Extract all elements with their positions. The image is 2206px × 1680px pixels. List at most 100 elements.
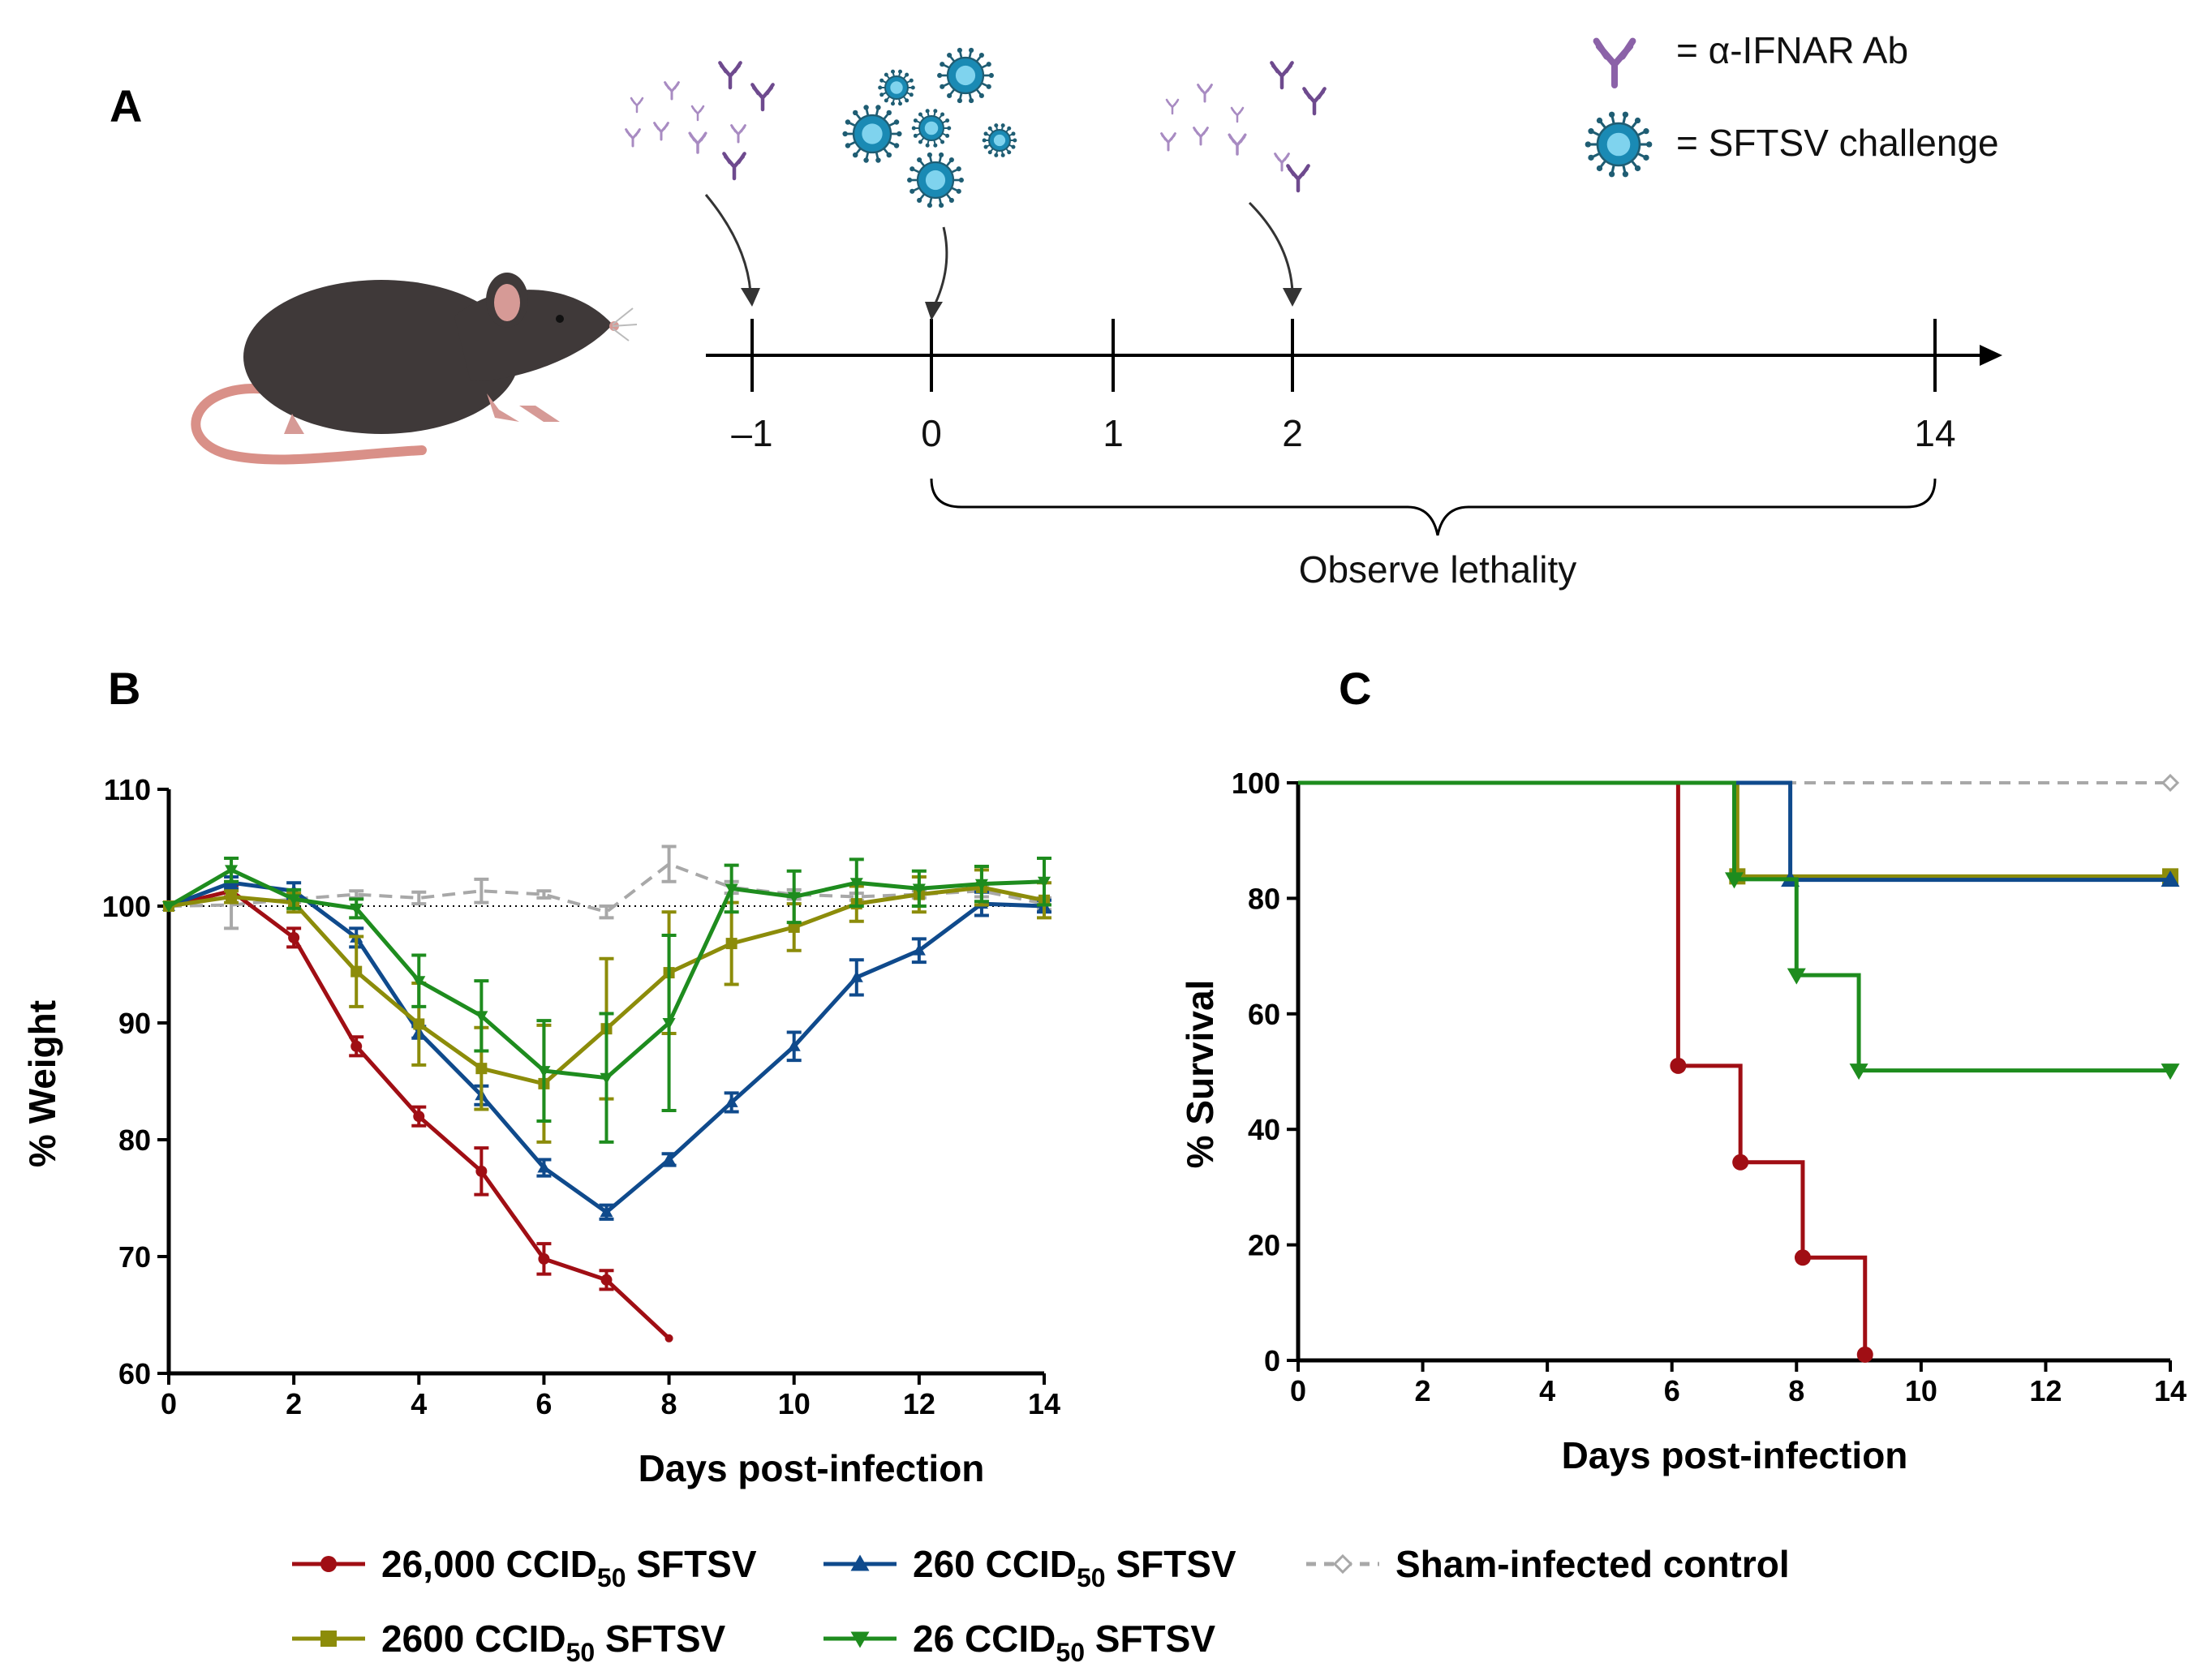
timeline-day-label: 2: [1282, 412, 1303, 454]
antibody-key-label: = α-IFNAR Ab: [1676, 29, 1908, 71]
weight-point: [475, 1165, 488, 1177]
arrowhead-icon: [741, 288, 760, 307]
weight-point: [725, 938, 737, 950]
survival-point: [1856, 1346, 1873, 1363]
antibody-icon: [1286, 164, 1310, 193]
survival-point: [1725, 872, 1744, 889]
virus-key-glyph: [1585, 111, 1653, 178]
weight-point: [537, 1066, 551, 1078]
legend-label: Sham-infected control: [1395, 1543, 1790, 1585]
weight-point: [787, 1039, 801, 1051]
weight-point: [788, 921, 800, 933]
antibody-icon: [750, 83, 775, 112]
antibody-icon: [722, 152, 746, 181]
legend-item-c26000: 26,000 CCID50 SFTSV: [292, 1543, 757, 1592]
antibody-arrow-day-2: [1248, 201, 1294, 293]
weight-point: [912, 943, 926, 956]
weight-point: [475, 1011, 488, 1023]
weight-x-tick-label: 6: [535, 1387, 552, 1420]
weight-point: [662, 1018, 676, 1030]
weight-x-tick-label: 10: [778, 1387, 811, 1420]
weight-x-tick-label: 12: [903, 1387, 935, 1420]
weight-x-tick-label: 2: [286, 1387, 302, 1420]
survival-x-tick-label: 12: [2029, 1374, 2062, 1407]
survival-y-tick-label: 80: [1248, 882, 1280, 915]
legend-item-c260: 260 CCID50 SFTSV: [823, 1543, 1236, 1592]
survival-x-tick-label: 6: [1664, 1374, 1680, 1407]
survival-y-tick-label: 100: [1232, 767, 1280, 800]
survival-point: [2161, 870, 2180, 887]
legend-label: 260 CCID50 SFTSV: [913, 1543, 1236, 1592]
virus-icon: [878, 69, 915, 106]
weight-point: [350, 903, 363, 915]
weight-point: [849, 878, 863, 890]
weight-point: [537, 1161, 551, 1173]
timeline-day-label: 0: [921, 412, 942, 454]
weight-point: [664, 1334, 673, 1343]
weight-series-c26: [161, 856, 1051, 1144]
timeline-day-label: –1: [731, 412, 772, 454]
arrowhead-icon: [1283, 288, 1302, 307]
antibody-key-icon: [1593, 37, 1636, 89]
weight-x-axis-title: Days post-infection: [639, 1447, 985, 1489]
weight-point: [725, 1095, 738, 1107]
antibody-icon: [1274, 153, 1290, 172]
survival-line-c26000: [1298, 780, 1868, 1355]
mouse-illustration: [191, 273, 638, 465]
antibody-icon: [625, 128, 641, 148]
weight-point: [288, 931, 300, 943]
weight-x-tick-label: 14: [1028, 1387, 1060, 1420]
survival-point: [1670, 1057, 1687, 1074]
weight-x-tick-label: 8: [661, 1387, 677, 1420]
antibody-icon: [664, 81, 680, 101]
virus-icon: [937, 47, 994, 104]
legend-item-c26: 26 CCID50 SFTSV: [823, 1618, 1215, 1667]
legend-item-sham: Sham-infected control: [1306, 1543, 1790, 1585]
legend-marker-triangle-up: [850, 1554, 870, 1571]
antibody-icon: [1230, 106, 1245, 123]
survival-line-c26: [1298, 780, 2170, 1073]
survival-point: [1794, 1249, 1811, 1266]
weight-point: [226, 891, 238, 903]
survival-series-c2600: [1298, 780, 2178, 885]
weight-point: [350, 965, 363, 977]
survival-point: [2161, 1063, 2180, 1081]
survival-point: [2161, 773, 2180, 793]
weight-point: [161, 901, 176, 913]
panel-a-letter: A: [110, 80, 142, 131]
weight-point: [225, 865, 239, 877]
weight-error-bar: [536, 889, 552, 900]
weight-error-bar: [661, 844, 677, 883]
virus-icon: [911, 109, 952, 148]
weight-point: [600, 1072, 613, 1085]
observe-lethality-label: Observe lethality: [1299, 548, 1577, 591]
survival-y-tick-label: 20: [1248, 1229, 1280, 1262]
antibody-icon: [730, 124, 746, 144]
legend-label: 2600 CCID50 SFTSV: [381, 1618, 725, 1667]
antibody-icon: [1302, 87, 1327, 116]
antibody-icon: [653, 122, 669, 141]
antibody-icon: [1228, 133, 1247, 156]
weight-y-tick-label: 90: [118, 1007, 151, 1040]
timeline-day-label: 14: [1914, 412, 1955, 454]
antibody-icon: [688, 131, 707, 154]
weight-error-bar: [411, 890, 427, 906]
legend-marker-square: [320, 1631, 337, 1647]
legend-marker-triangle-down: [850, 1631, 870, 1648]
antibody-icon: [1193, 127, 1209, 146]
survival-y-axis-title: % Survival: [1179, 980, 1221, 1169]
antibody-icon: [718, 61, 742, 90]
virus-cluster-day-0: [842, 47, 1017, 208]
survival-x-tick-label: 2: [1415, 1374, 1431, 1407]
weight-point: [413, 1111, 425, 1123]
arrowhead-icon: [925, 302, 943, 320]
virus-icon: [907, 152, 964, 208]
legend-marker-diamond-open: [1332, 1553, 1353, 1575]
weight-point: [725, 883, 738, 896]
weight-error-bar: [599, 904, 614, 920]
virus-arrow-day-0: [931, 226, 948, 309]
panel-b-letter: B: [108, 663, 140, 714]
weight-point: [475, 1063, 488, 1075]
survival-x-tick-label: 8: [1788, 1374, 1804, 1407]
